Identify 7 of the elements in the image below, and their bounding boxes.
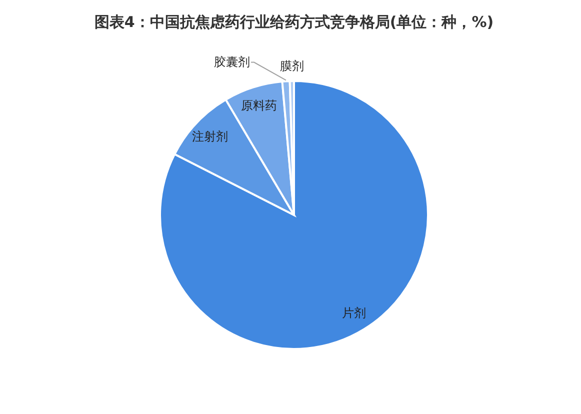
chart-title: 图表4：中国抗焦虑药行业给药方式竞争格局(单位：种，%) [94,13,494,31]
pie-slice [159,80,429,350]
slice-label: 原料药 [240,98,277,113]
slice-label: 注射剂 [192,129,228,144]
slice-label: 胶囊剂 [214,55,250,70]
slice-label: 片剂 [342,306,366,320]
slice-label: 膜剂 [280,59,304,74]
